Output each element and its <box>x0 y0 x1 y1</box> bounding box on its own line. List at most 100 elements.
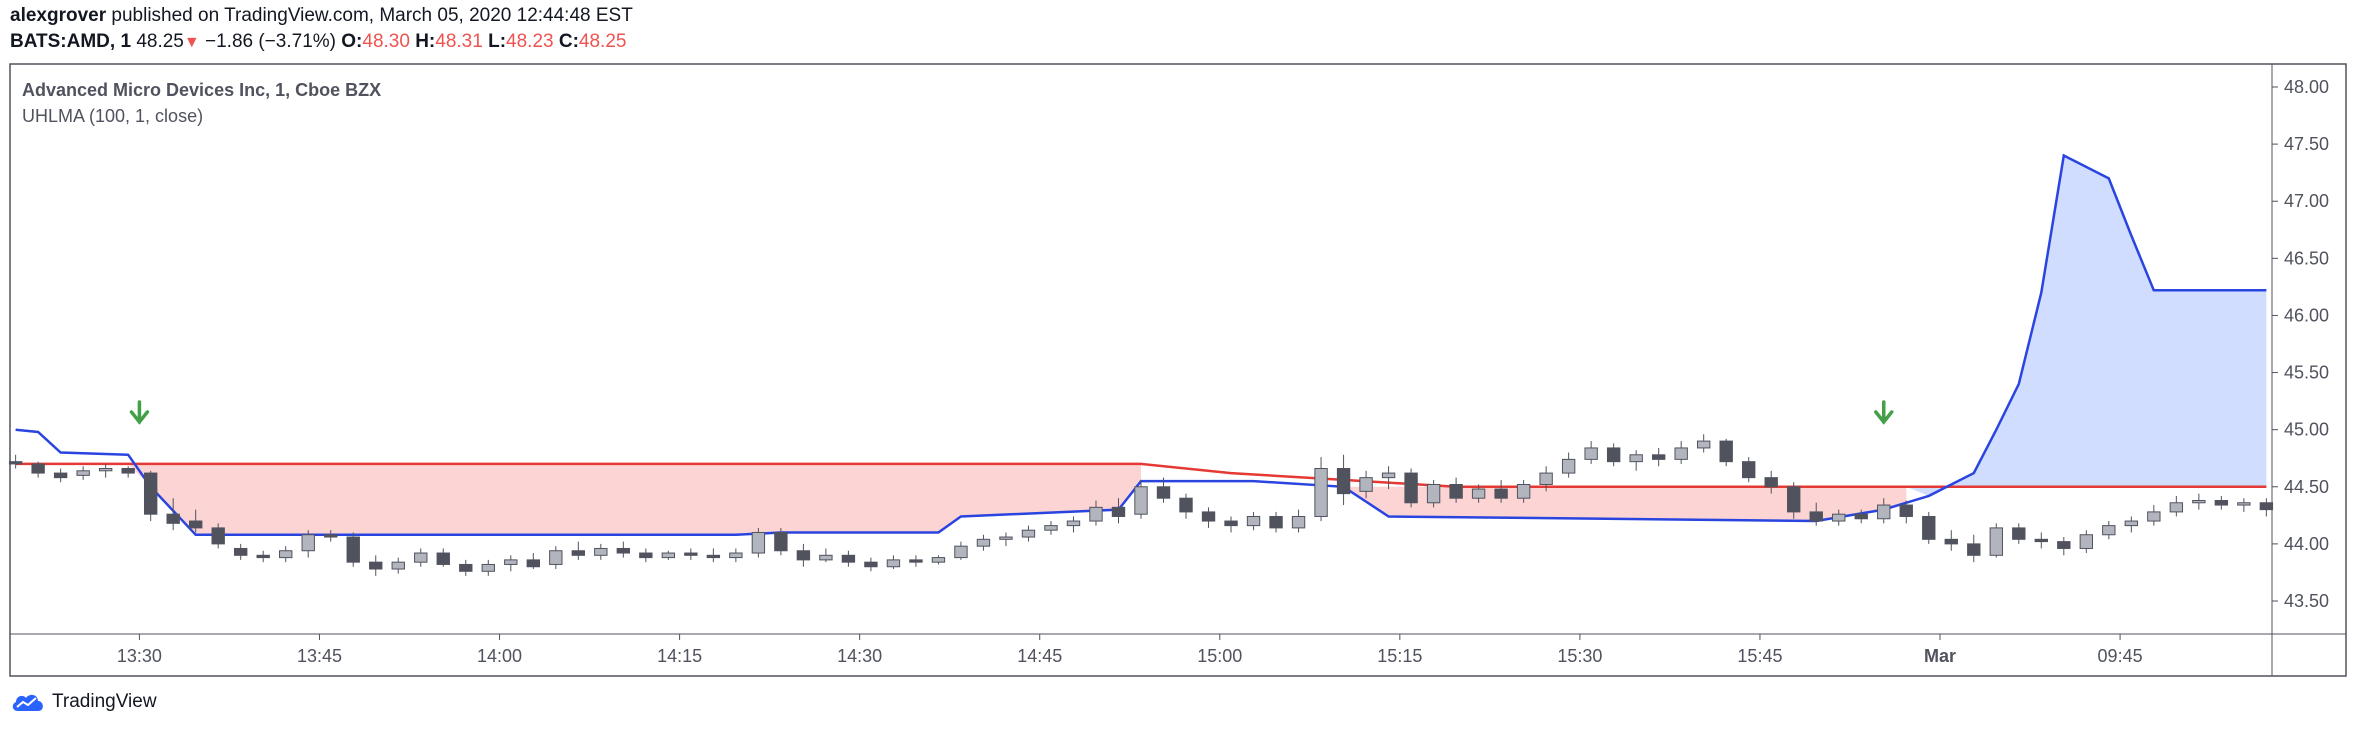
candle-body <box>1989 527 2003 556</box>
candle-body <box>1021 529 1036 538</box>
x-tick-label: 15:30 <box>1557 646 1602 666</box>
candle-body <box>166 513 180 524</box>
candle-body <box>2237 502 2251 506</box>
candle-body <box>1809 511 1823 522</box>
y-tick-label: 45.00 <box>2284 420 2329 440</box>
candle-body <box>391 561 405 570</box>
candle-body <box>211 527 225 545</box>
candle-body <box>1674 447 1688 460</box>
cloud-logo-icon <box>12 694 43 711</box>
x-tick-label: 13:30 <box>117 646 162 666</box>
candle-body <box>661 552 676 559</box>
candle-body <box>1381 472 1396 479</box>
candle-body <box>1516 483 1531 499</box>
candle-body <box>53 472 68 479</box>
symbol: BATS:AMD, 1 <box>10 31 132 52</box>
candle-body <box>1426 483 1441 504</box>
y-tick-label: 44.50 <box>2284 477 2329 497</box>
candle-body <box>436 552 450 565</box>
candle-body <box>729 552 743 559</box>
candle-body <box>706 554 721 559</box>
candle-body <box>1832 513 1846 522</box>
high-label: H: <box>415 31 436 52</box>
x-tick-label: 15:15 <box>1377 646 1422 666</box>
candle-body <box>1584 447 1598 460</box>
candle-body <box>2079 534 2094 549</box>
y-tick-label: 46.00 <box>2284 305 2329 325</box>
candle-body <box>1269 515 1283 529</box>
close-label: C: <box>558 31 579 52</box>
candle-body <box>504 559 518 565</box>
candle-body <box>1224 520 1238 527</box>
chart-frame <box>9 63 2347 677</box>
uhlma-red-line <box>15 462 2267 489</box>
x-tick-label: 15:00 <box>1197 646 1242 666</box>
candle-body <box>1944 538 1958 545</box>
candle-body <box>1066 520 1081 527</box>
candle-body <box>346 536 360 563</box>
candle-body <box>188 520 203 529</box>
candle-body <box>1314 468 1328 517</box>
candle-body <box>76 470 90 476</box>
candle-body <box>774 531 788 552</box>
candle-body <box>594 547 608 556</box>
candle-body <box>571 550 586 556</box>
candle-body <box>2057 541 2071 549</box>
candle-body <box>301 534 315 552</box>
candle-body <box>1291 515 1306 529</box>
candle-body <box>256 554 270 559</box>
candle-body <box>1179 497 1193 513</box>
candle-body <box>8 461 23 465</box>
candle-body <box>2012 527 2026 540</box>
buy-signal-arrow-icon <box>1874 400 1894 425</box>
y-tick-label: 46.50 <box>2284 248 2329 268</box>
candle-body <box>1764 477 1778 488</box>
candle-body <box>1201 511 1216 522</box>
candle-body <box>1696 440 1711 449</box>
y-tick-label: 44.00 <box>2284 534 2329 554</box>
candle-body <box>684 552 698 556</box>
candle-body <box>2034 538 2048 543</box>
low-label: L: <box>488 31 507 52</box>
bear-fill-1 <box>128 463 1141 535</box>
x-tick-label: 13:45 <box>297 646 342 666</box>
high-value: 48.31 <box>435 31 483 52</box>
candle-body <box>1742 461 1756 479</box>
candle-body <box>1651 454 1666 460</box>
tradingview-brand[interactable]: TradingView <box>10 691 157 713</box>
candle-body <box>324 534 338 538</box>
candle-body <box>1854 513 1868 520</box>
candle-body <box>143 472 158 515</box>
candle-body <box>1967 543 1981 556</box>
candle-body <box>841 554 856 563</box>
x-tick-label: 14:00 <box>477 646 522 666</box>
y-tick-label: 45.50 <box>2284 363 2329 383</box>
close-value: 48.25 <box>578 31 627 52</box>
author[interactable]: alexgrover <box>10 5 107 26</box>
candle-body <box>819 554 833 561</box>
candle-body <box>1404 472 1418 504</box>
ohlc-line: BATS:AMD, 1 48.25▼ −1.86 (−3.71%) O:48.3… <box>10 31 626 53</box>
candle-body <box>2124 520 2139 527</box>
y-tick-label: 48.00 <box>2284 77 2329 97</box>
bull-fill <box>1906 155 2267 496</box>
candle-body <box>98 468 113 472</box>
published-text: published on TradingView.com, March 05, … <box>111 5 633 26</box>
down-arrow-icon: ▼ <box>183 34 200 51</box>
x-tick-label: 14:45 <box>1017 646 1062 666</box>
candle-body <box>1629 454 1643 463</box>
candle-body <box>999 536 1013 540</box>
candle-body <box>1449 483 1463 499</box>
indicator-label: UHLMA (100, 1, close) <box>22 106 203 126</box>
candle-body <box>1044 525 1058 531</box>
candle-body <box>414 552 428 563</box>
candle-body <box>1359 477 1373 492</box>
open-label: O: <box>341 31 363 52</box>
candle-body <box>526 559 540 568</box>
candle-body <box>1719 440 1733 463</box>
candle-body <box>2102 525 2116 536</box>
chart-title: Advanced Micro Devices Inc, 1, Cboe BZX <box>22 80 381 100</box>
x-tick-label: 09:45 <box>2098 646 2143 666</box>
candle-body <box>639 552 653 559</box>
